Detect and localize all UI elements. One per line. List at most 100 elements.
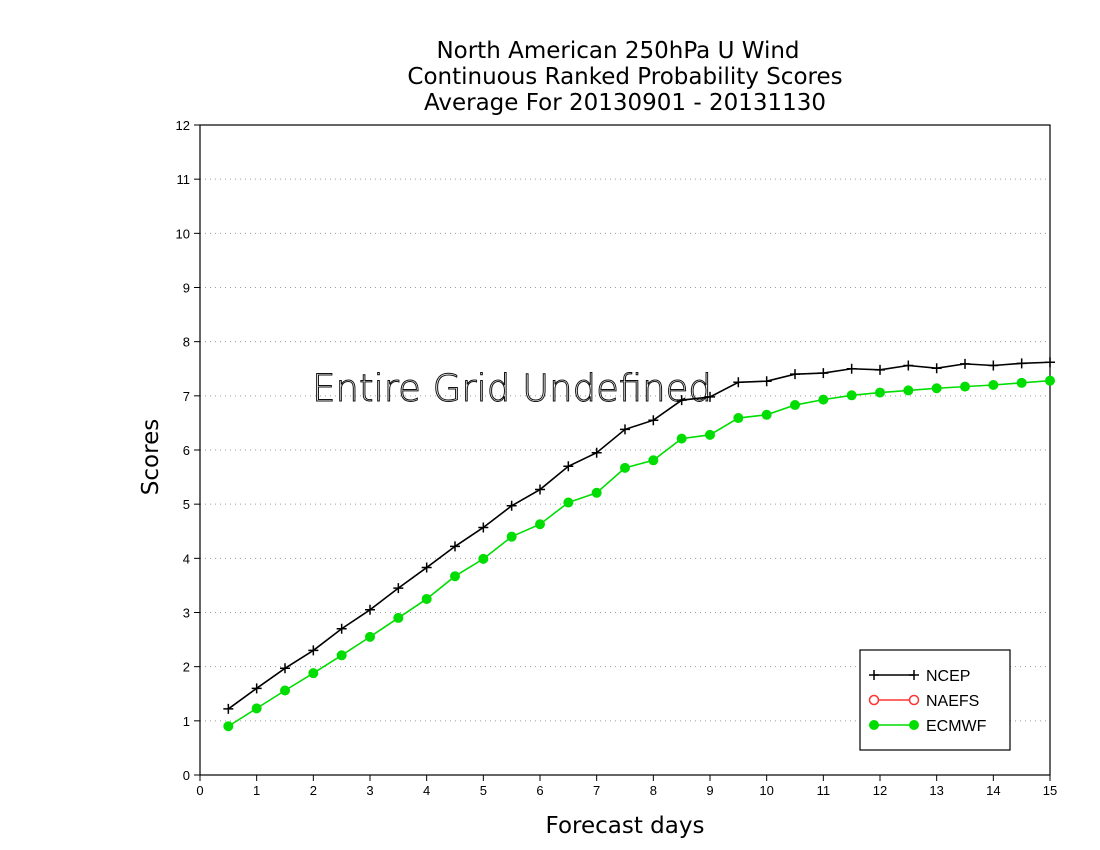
data-point-ecmwf <box>280 685 290 696</box>
legend-item-naefs: NAEFS <box>868 693 979 710</box>
legend-marker <box>909 670 919 680</box>
data-point-ecmwf <box>761 409 772 420</box>
plot-area-frame <box>199 124 1051 776</box>
x-tick-label: 13 <box>929 783 943 798</box>
legend-label-ecmwf: ECMWF <box>926 718 987 735</box>
data-point-ecmwf <box>365 631 375 642</box>
x-tick-label: 3 <box>366 783 373 798</box>
legend-marker <box>869 720 879 730</box>
data-point-ncep <box>1045 357 1055 368</box>
data-point-ecmwf <box>223 721 234 732</box>
data-point-ecmwf <box>818 394 829 405</box>
data-point-ecmwf <box>450 571 460 582</box>
data-point-ncep <box>280 663 290 674</box>
y-tick-label: 3 <box>183 606 190 621</box>
x-tick-label: 10 <box>759 783 773 798</box>
y-axis-title: Scores <box>138 419 164 495</box>
x-tick-label: 9 <box>706 783 713 798</box>
data-point-ncep <box>393 583 404 594</box>
data-point-ecmwf <box>251 703 262 714</box>
y-tick-label: 0 <box>183 768 190 783</box>
chart-title-line-1: North American 250hPa U Wind <box>436 38 799 64</box>
x-tick-label: 2 <box>310 783 317 798</box>
data-point-ecmwf <box>478 553 489 564</box>
y-tick-label: 11 <box>177 172 191 187</box>
data-point-ecmwf <box>648 455 659 466</box>
chart-title: North American 250hPa U Wind Continuous … <box>407 38 842 116</box>
y-tick-label: 1 <box>183 714 190 729</box>
data-point-ecmwf <box>506 531 517 542</box>
data-point-ncep <box>846 363 857 374</box>
data-point-ncep <box>251 683 262 694</box>
x-tick-label: 5 <box>480 783 487 798</box>
data-point-ecmwf <box>535 519 545 530</box>
y-tick-label: 7 <box>183 389 190 404</box>
data-point-ncep <box>875 364 885 375</box>
x-tick-label: 6 <box>536 783 543 798</box>
data-point-ncep <box>960 358 970 369</box>
y-tick-label: 9 <box>183 281 190 296</box>
data-point-ncep <box>563 461 574 472</box>
data-point-ncep <box>308 645 319 656</box>
series-ecmwf <box>223 375 1055 732</box>
legend-marker <box>908 694 920 706</box>
data-point-ecmwf <box>705 429 715 440</box>
data-point-ecmwf <box>931 383 942 394</box>
data-point-ecmwf <box>875 387 885 398</box>
x-axis-title: Forecast days <box>546 813 705 839</box>
legend-marker <box>869 670 879 680</box>
x-tick-label: 1 <box>253 783 260 798</box>
y-tick-label: 5 <box>183 497 190 512</box>
legend: NCEP NAEFS ECMWF <box>859 649 1011 751</box>
series-ncep <box>223 357 1055 714</box>
y-tick-label: 6 <box>183 443 190 458</box>
x-tick-label: 14 <box>986 783 1000 798</box>
data-point-ncep <box>421 562 432 573</box>
data-point-ecmwf <box>308 668 319 679</box>
data-point-ncep <box>705 391 715 402</box>
data-point-ecmwf <box>733 413 744 424</box>
y-tick-label: 12 <box>176 118 190 133</box>
x-tick-label: 8 <box>650 783 657 798</box>
chart-title-line-3: Average For 20130901 - 20131130 <box>424 90 826 116</box>
data-point-ncep <box>1016 358 1027 369</box>
data-point-ncep <box>620 424 630 435</box>
y-tick-label: 10 <box>176 226 190 241</box>
chart-title-line-2: Continuous Ranked Probability Scores <box>407 64 842 90</box>
data-point-ncep <box>676 395 687 406</box>
legend-label-ncep: NCEP <box>926 668 970 685</box>
data-point-ncep <box>535 484 545 495</box>
legend-marker <box>909 720 919 730</box>
data-point-ncep <box>478 522 489 533</box>
x-tick-label: 4 <box>423 783 430 798</box>
data-point-ncep <box>450 541 460 552</box>
x-axis-ticks: 0 1 2 3 4 5 6 7 8 9 10 11 12 13 14 15 <box>196 775 1057 798</box>
data-point-ecmwf <box>393 612 404 623</box>
data-point-ecmwf <box>903 385 914 396</box>
data-point-ncep <box>931 363 942 374</box>
data-point-ncep <box>988 360 999 371</box>
data-point-ncep <box>903 360 914 371</box>
data-point-ncep <box>336 623 347 634</box>
x-tick-label: 11 <box>817 783 831 798</box>
data-point-ecmwf <box>1045 375 1055 386</box>
data-point-ecmwf <box>563 497 574 508</box>
overlay-message: Entire Grid Undefined <box>312 367 712 410</box>
data-point-ncep <box>790 369 800 380</box>
data-point-ecmwf <box>1016 377 1027 388</box>
data-point-ncep <box>223 703 234 714</box>
data-point-ecmwf <box>676 433 687 444</box>
data-point-ncep <box>648 415 659 426</box>
data-point-ecmwf <box>336 650 347 661</box>
data-point-ncep <box>818 368 829 379</box>
data-point-ecmwf <box>790 400 800 411</box>
data-point-ncep <box>761 376 772 387</box>
data-point-ncep <box>591 447 602 458</box>
data-point-ncep <box>365 604 375 615</box>
y-tick-label: 8 <box>183 335 190 350</box>
y-tick-label: 4 <box>183 551 190 566</box>
legend-label-naefs: NAEFS <box>926 693 979 710</box>
data-point-ecmwf <box>421 593 432 604</box>
